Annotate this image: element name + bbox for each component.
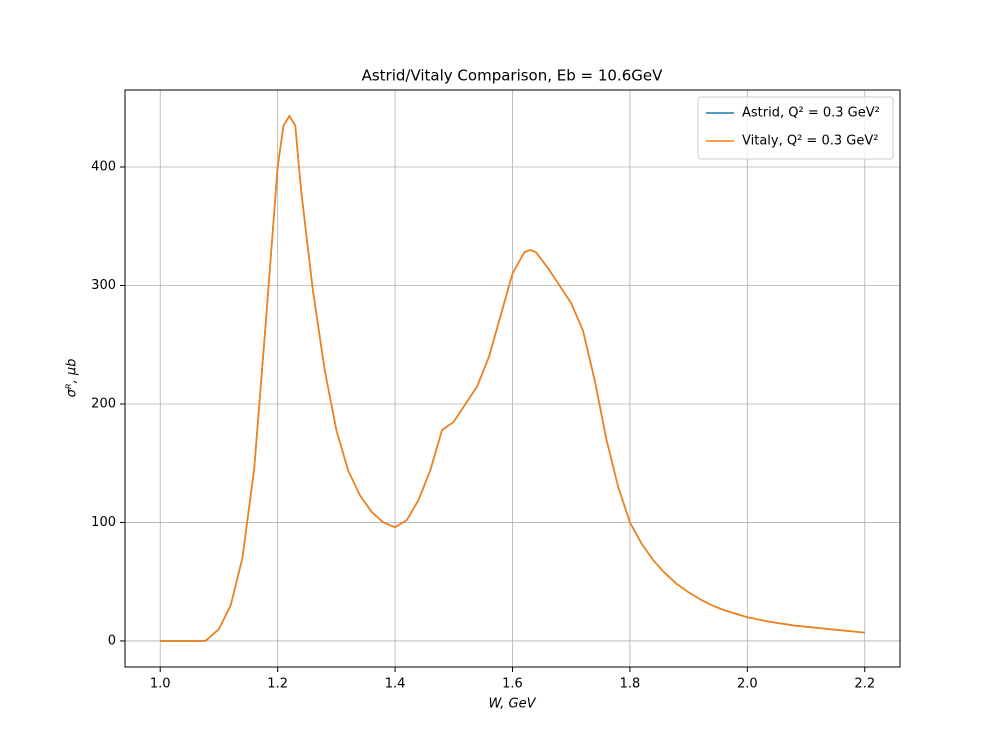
- legend-label: Astrid, Q² = 0.3 GeV²: [742, 106, 880, 121]
- x-tick-label: 1.8: [620, 677, 641, 692]
- x-tick-label: 1.2: [267, 677, 288, 692]
- x-tick-label: 2.2: [854, 677, 875, 692]
- y-tick-label: 100: [91, 515, 116, 530]
- x-tick-label: 1.0: [150, 677, 171, 692]
- x-axis-label: W, GeV: [488, 697, 536, 712]
- plot-frame: [124, 89, 901, 668]
- y-tick-label: 300: [91, 278, 116, 293]
- legend-box: [697, 96, 894, 160]
- x-tick-label: 1.4: [385, 677, 406, 692]
- x-tick-label: 2.0: [737, 677, 758, 692]
- legend-label: Vitaly, Q² = 0.3 GeV²: [742, 134, 878, 149]
- y-axis-label: σᴿ, μb: [65, 359, 80, 398]
- chart-title: Astrid/Vitaly Comparison, Eb = 10.6GeV: [362, 67, 664, 85]
- x-tick-label: 1.6: [502, 677, 523, 692]
- line-series: [160, 114, 865, 642]
- y-tick-label: 400: [91, 160, 116, 175]
- y-tick-label: 200: [91, 396, 116, 411]
- y-tick-label: 0: [108, 633, 116, 648]
